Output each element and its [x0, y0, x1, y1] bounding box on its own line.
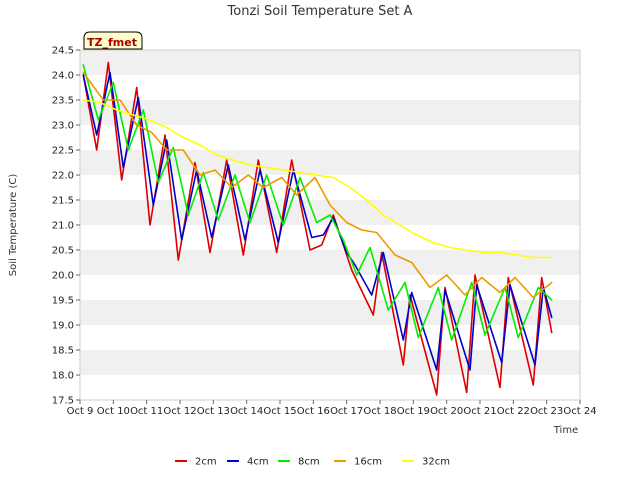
y-tick-label: 19.5 — [52, 296, 74, 307]
grid-band — [80, 50, 580, 75]
station-badge: TZ_fmet — [83, 31, 143, 50]
chart-title: Tonzi Soil Temperature Set A — [227, 4, 413, 19]
grid-band — [80, 300, 580, 325]
x-axis-ticks: Oct 9 Oct 10 Oct 11 Oct 12 Oct 13 Oct 14 Oct 1… — [67, 400, 597, 417]
series-line-16cm — [82, 71, 553, 299]
grid-band — [80, 225, 580, 250]
x-tick-label: Oct 17 — [330, 406, 363, 417]
grid-band — [80, 250, 580, 275]
station-badge-label: TZ_fmet — [87, 36, 137, 49]
legend-label-16cm: 16cm — [354, 457, 382, 468]
y-tick-label: 22.0 — [52, 171, 74, 182]
x-tick-label: Oct 12 — [163, 406, 196, 417]
series-line-32cm — [82, 99, 553, 259]
y-tick-label: 20.0 — [52, 271, 74, 282]
series-line-8cm — [82, 64, 553, 341]
grid-band — [80, 75, 580, 100]
x-tick-label: Oct 14 — [230, 406, 263, 417]
grid-band — [80, 350, 580, 375]
grid-band — [80, 175, 580, 200]
x-tick-label: Oct 24 — [563, 406, 596, 417]
grid-band — [80, 100, 580, 125]
y-tick-label: 20.5 — [52, 246, 74, 257]
x-tick-label: Oct 22 — [497, 406, 530, 417]
grid-band — [80, 150, 580, 175]
station-badge-box — [83, 31, 143, 50]
series-line-4cm — [82, 71, 553, 371]
legend-label-8cm: 8cm — [298, 457, 320, 468]
x-tick-label: Oct 16 — [297, 406, 330, 417]
y-tick-label: 19.0 — [52, 321, 74, 332]
legend-label-32cm: 32cm — [422, 457, 450, 468]
y-tick-label: 24.5 — [52, 46, 74, 57]
y-tick-label: 17.5 — [52, 396, 74, 407]
y-tick-label: 21.5 — [52, 196, 74, 207]
x-tick-label: Oct 11 — [130, 406, 163, 417]
y-axis-label: Soil Temperature (C) — [8, 174, 19, 277]
x-tick-label: Oct 21 — [463, 406, 496, 417]
x-tick-label: Oct 13 — [197, 406, 230, 417]
grid-band — [80, 275, 580, 300]
x-tick-label: Oct 20 — [430, 406, 463, 417]
y-tick-label: 18.5 — [52, 346, 74, 357]
series-lines — [82, 61, 553, 396]
grid-bands — [80, 50, 580, 400]
x-axis-label: Time — [553, 425, 578, 436]
y-tick-label: 23.0 — [52, 121, 74, 132]
y-tick-label: 23.5 — [52, 96, 74, 107]
y-axis-ticks: 17.5 18.0 18.5 19.0 19.5 20.0 20.5 21.0 21.5 22.0… — [52, 46, 80, 407]
legend-label-4cm: 4cm — [247, 457, 269, 468]
y-tick-label: 18.0 — [52, 371, 74, 382]
y-tick-label: 24.0 — [52, 71, 74, 82]
x-tick-label: Oct 23 — [530, 406, 563, 417]
x-tick-label: Oct 9 — [67, 406, 94, 417]
legend-label-2cm: 2cm — [195, 457, 217, 468]
y-tick-label: 21.0 — [52, 221, 74, 232]
x-tick-label: Oct 18 — [363, 406, 396, 417]
x-tick-label: Oct 10 — [97, 406, 130, 417]
legend: 2cm 4cm 8cm 16cm 32cm — [175, 457, 450, 468]
grid-band — [80, 375, 580, 400]
x-tick-label: Oct 15 — [263, 406, 296, 417]
y-tick-label: 22.5 — [52, 146, 74, 157]
x-tick-label: Oct 19 — [397, 406, 430, 417]
